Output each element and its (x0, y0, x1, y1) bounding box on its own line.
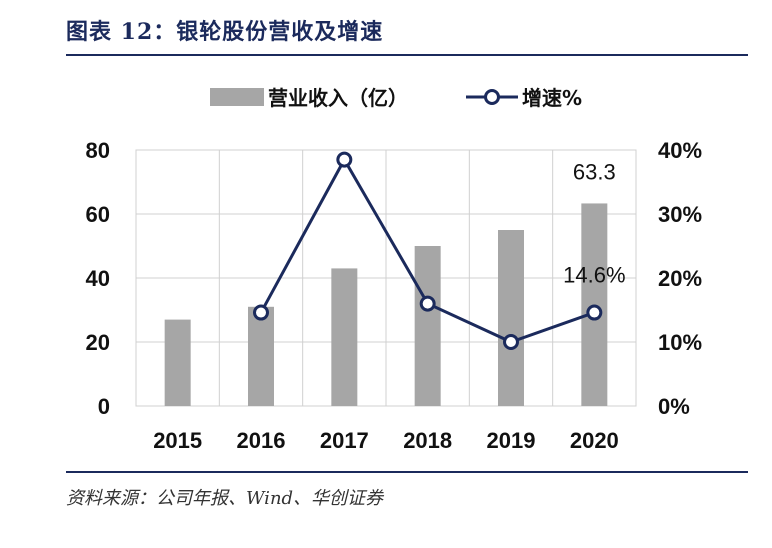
bar-data-label: 63.3 (573, 159, 616, 184)
title-divider (66, 54, 748, 56)
legend-bar-swatch (210, 88, 264, 106)
x-tick-label: 2016 (237, 428, 286, 453)
growth-point (336, 151, 353, 168)
y-left-tick-label: 80 (86, 138, 110, 163)
x-tick-label: 2018 (403, 428, 452, 453)
source-divider (66, 471, 748, 473)
y-left-tick-label: 20 (86, 330, 110, 355)
y-right-tick-label: 0% (658, 394, 690, 419)
growth-point (253, 304, 269, 321)
x-tick-label: 2020 (570, 428, 619, 453)
growth-point (419, 295, 436, 312)
x-tick-label: 2019 (487, 428, 536, 453)
revenue-bar (331, 268, 358, 406)
growth-point (503, 334, 519, 350)
legend-line-marker (484, 89, 500, 105)
y-left-tick-label: 60 (86, 202, 110, 227)
line-data-label: 14.6% (563, 263, 625, 288)
y-left-tick-label: 40 (86, 266, 110, 291)
revenue-bar (248, 306, 274, 406)
x-tick-label: 2015 (153, 428, 202, 453)
source-note: 资料来源：公司年报、Wind、华创证券 (66, 488, 384, 509)
revenue-bar (164, 319, 191, 406)
revenue-bar (498, 230, 524, 406)
y-left-tick-label: 0 (98, 394, 110, 419)
growth-point (586, 304, 603, 321)
y-right-tick-label: 10% (658, 330, 702, 355)
y-right-tick-label: 40% (658, 138, 702, 163)
y-right-tick-label: 20% (658, 266, 702, 291)
chart-title: 图表 12：银轮股份营收及增速 (66, 19, 384, 45)
x-tick-label: 2017 (320, 428, 369, 453)
legend-revenue-label: 营业收入（亿） (268, 86, 408, 110)
revenue-bar (414, 246, 441, 406)
legend-growth-label: 增速% (522, 86, 582, 110)
y-right-tick-label: 30% (658, 202, 702, 227)
